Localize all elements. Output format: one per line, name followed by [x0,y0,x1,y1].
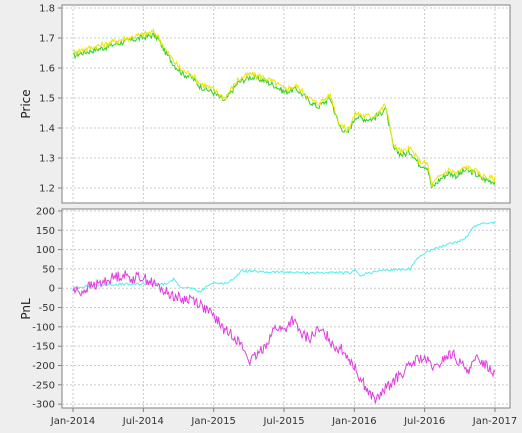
x-tick-label: Jan-2014 [50,416,95,427]
y-tick-label: 1.4 [39,124,55,135]
y-tick-label: -250 [32,380,55,391]
x-tick-label: Jul-2014 [122,416,164,427]
y-tick-label: 1.8 [39,4,55,15]
y-tick-label: -300 [32,400,55,411]
series-line-pnl-magenta- [72,270,496,404]
y-tick-label: 1.3 [39,154,55,165]
y-tick-label: -200 [32,361,55,372]
y-tick-label: 1.2 [39,184,55,195]
series-line-pnl-cyan- [72,221,496,293]
y-tick-label: 100 [36,245,55,256]
pnl-gridlines [62,209,510,408]
x-tick-label: Jan-2015 [190,416,235,427]
y-tick-label: 1.5 [39,94,55,105]
y-tick-label: -150 [32,342,55,353]
pnl-plot-area [61,208,511,409]
pnl-panel: -300 -250 -200 -150 -100 -50 0 50 100 150 200 PnL [19,206,511,411]
price-panel: 1.2 1.3 1.4 1.5 1.6 1.7 1.8 Price [19,4,511,204]
x-axis-ticks: Jan-2014 Jul-2014 Jan-2015 Jul-2015 Jan-2016… [50,408,517,427]
y-tick-label: 50 [42,264,55,275]
y-tick-label: 0 [49,284,55,295]
series-line-price-yellow- [72,27,496,188]
y-tick-label: -50 [39,303,55,314]
pnl-y-ticks: -300 -250 -200 -150 -100 -50 0 50 100 150 200 [32,206,62,411]
pnl-series [72,221,496,404]
price-y-ticks: 1.2 1.3 1.4 1.5 1.6 1.7 1.8 [39,4,62,195]
x-tick-label: Jan-2016 [331,416,376,427]
x-tick-label: Jul-2015 [262,416,304,427]
y-tick-label: 1.7 [39,34,55,45]
x-tick-label: Jul-2016 [403,416,445,427]
price-gridlines [62,5,510,203]
price-axis-label: Price [19,89,33,118]
pnl-axis-label: PnL [19,298,33,320]
y-tick-label: 200 [36,206,55,217]
x-tick-label: Jan-2017 [472,416,517,427]
y-tick-label: 150 [36,226,55,237]
y-tick-label: -100 [32,322,55,333]
price-plot-area [61,4,511,204]
price-series [72,27,496,189]
y-tick-label: 1.6 [39,64,55,75]
